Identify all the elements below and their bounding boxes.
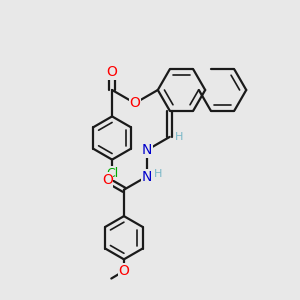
Text: O: O bbox=[102, 173, 113, 187]
Text: O: O bbox=[130, 96, 140, 110]
Text: H: H bbox=[154, 169, 162, 179]
Text: N: N bbox=[142, 169, 152, 184]
Text: O: O bbox=[118, 264, 129, 278]
Text: O: O bbox=[106, 65, 118, 79]
Text: N: N bbox=[142, 143, 152, 157]
Text: Cl: Cl bbox=[106, 167, 118, 180]
Text: H: H bbox=[175, 132, 183, 142]
